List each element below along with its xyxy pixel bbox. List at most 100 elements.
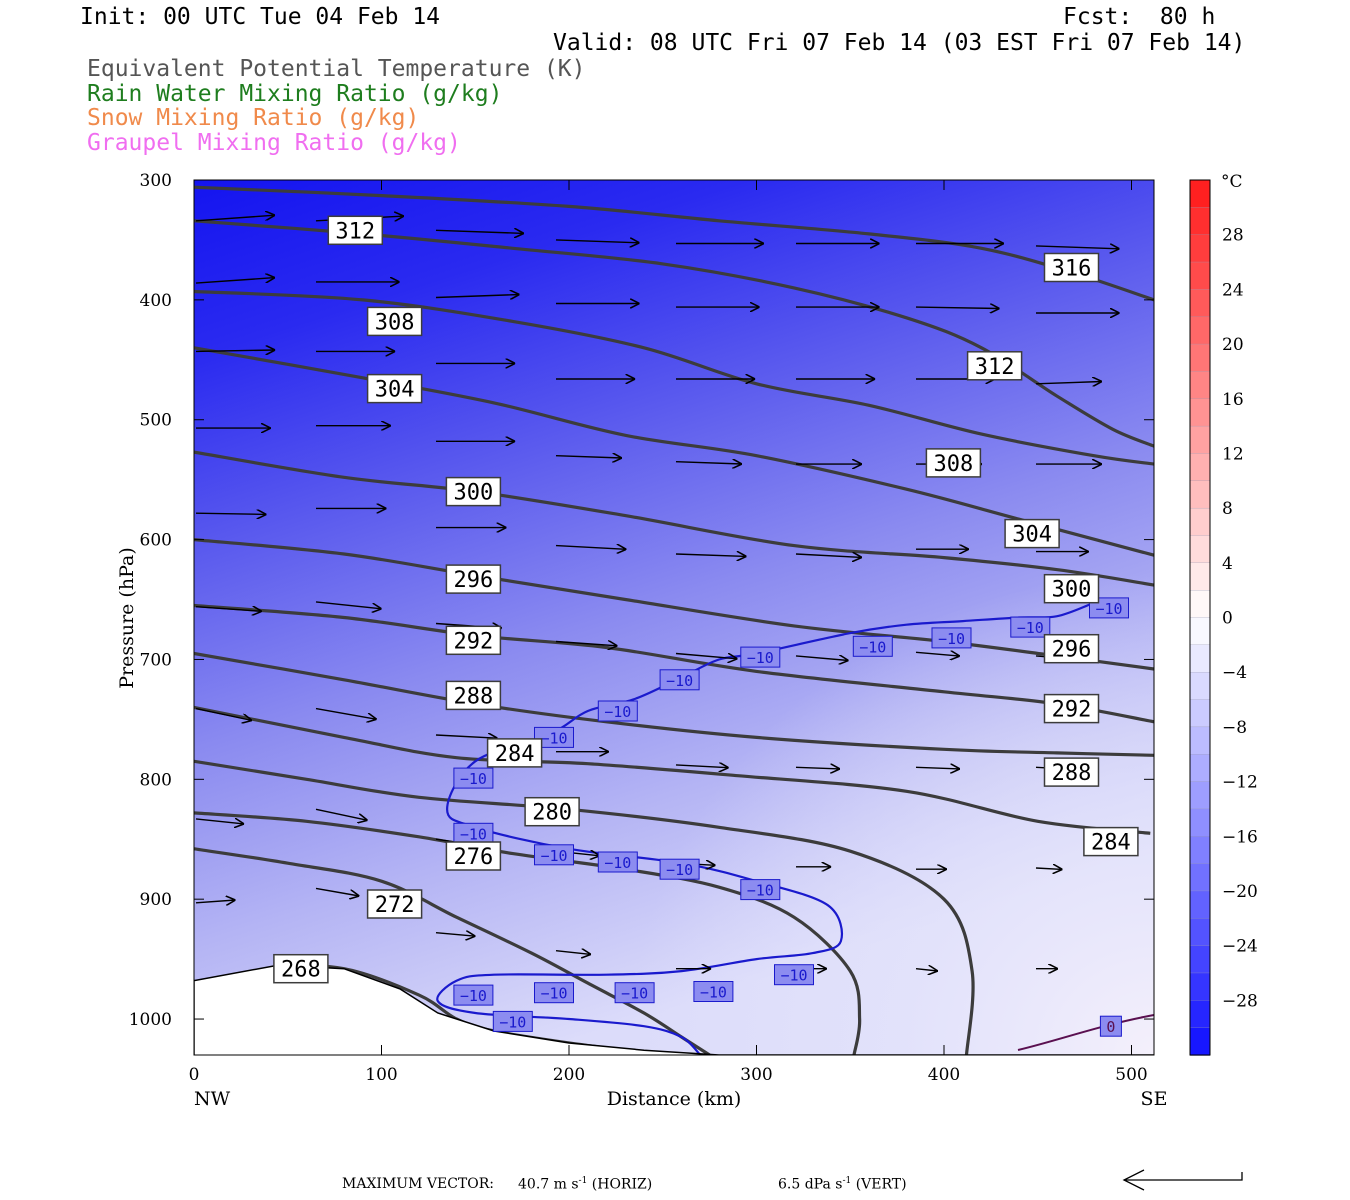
isotherm-label-box: [534, 726, 574, 748]
colorbar-tick-label: 12: [1222, 444, 1244, 464]
isotherm-label-text: −10: [1017, 619, 1044, 637]
x-tick-label: 0: [189, 1065, 200, 1085]
colorbar-tick-label: −8: [1222, 718, 1247, 738]
theta-e-label-text: 308: [934, 452, 974, 477]
colorbar-band: [1189, 289, 1211, 318]
isotherm-label: −10: [492, 1010, 533, 1032]
theta-e-label-text: 268: [281, 958, 321, 983]
wind-vector: [195, 607, 262, 612]
theta-e-contour-304: [194, 346, 1154, 557]
wind-vector: [555, 642, 617, 646]
theta-e-label: 268: [273, 953, 329, 984]
theta-e-label-box: [445, 841, 502, 871]
wind-vector: [675, 652, 737, 659]
theta-e-label: 292: [1043, 693, 1100, 724]
wind-vector: [435, 230, 524, 233]
y-tick-label: 1000: [129, 1010, 172, 1030]
colorbar-band: [1189, 507, 1211, 537]
isotherm-label-text: −10: [540, 985, 567, 1003]
x-tick-label: 400: [928, 1065, 960, 1085]
wind-vector: [315, 887, 359, 896]
wind-vector: [435, 295, 520, 298]
theta-e-label-box: [1043, 252, 1100, 283]
isotherm-label-text: −10: [621, 985, 648, 1003]
wind-vector: [1035, 382, 1102, 384]
isotherm-label-box: [659, 669, 700, 691]
theta-e-label: 316: [1043, 252, 1100, 283]
colorbar-band: [1189, 179, 1211, 209]
isotherm-label-text: −10: [938, 630, 965, 648]
isotherm-label: −10: [740, 646, 781, 668]
colorbar-band: [1189, 207, 1211, 236]
theta-e-label-box: [966, 351, 1023, 381]
y-tick-label: 800: [140, 770, 172, 790]
isotherm-label: −10: [774, 964, 814, 986]
x-axis-label: Distance (km): [607, 1088, 742, 1110]
isotherm-label: −10: [614, 982, 655, 1004]
isotherm-label-text: −10: [747, 649, 774, 667]
theta-e-label-box: [445, 564, 502, 594]
theta-e-label-text: 288: [1052, 761, 1092, 786]
theta-e-label: 300: [1043, 573, 1100, 604]
wind-vector: [315, 808, 368, 820]
theta-e-label-text: 296: [1052, 638, 1092, 663]
theta-e-label-text: 308: [375, 310, 415, 335]
theta-e-label-box: [327, 215, 384, 246]
isotherm-label-text: −10: [747, 882, 774, 900]
theta-e-label: 312: [966, 351, 1023, 381]
x-end-label-se: SE: [1141, 1088, 1168, 1110]
isotherm-label-text: −10: [604, 703, 631, 721]
theta-e-label-text: 288: [454, 684, 494, 709]
isotherm-label: −10: [534, 844, 574, 866]
theta-e-label-text: 284: [495, 742, 535, 767]
theta-e-label-box: [366, 889, 423, 919]
isotherm-label-text: −10: [780, 967, 807, 985]
colorbar-band: [1189, 425, 1211, 455]
theta-e-label: 312: [327, 215, 384, 246]
y-tick-label: 500: [140, 411, 172, 431]
colorbar-tick-label: 8: [1222, 499, 1233, 519]
theta-e-contour-312: [194, 219, 1154, 448]
theta-e-label-box: [366, 306, 423, 337]
colorbar-band: [1189, 918, 1211, 947]
wind-vector: [195, 215, 275, 222]
colorbar-tick-label: 16: [1222, 390, 1244, 410]
y-axis-label: Pressure (hPa): [116, 547, 138, 689]
theta-e-label-box: [1043, 573, 1100, 604]
colorbar-tick-label: −28: [1222, 991, 1258, 1011]
theta-e-label-text: 300: [454, 481, 494, 506]
init-time: Init: 00 UTC Tue 04 Feb 14: [80, 4, 441, 30]
theta-e-label-text: 304: [375, 378, 415, 403]
isotherm-label-text: 0: [1106, 1018, 1115, 1036]
wind-vector: [555, 240, 640, 243]
colorbar-band: [1189, 726, 1211, 755]
isotherm-label-text: −10: [700, 984, 727, 1002]
isotherm-label: −10: [659, 858, 700, 880]
theta-e-label-text: 312: [335, 219, 375, 244]
wind-vector: [195, 819, 244, 824]
colorbar-tick-label: 28: [1222, 226, 1244, 246]
wind-vector: [1035, 868, 1062, 869]
y-tick-label: 400: [140, 291, 172, 311]
isotherm-label: 0: [1099, 1015, 1122, 1037]
isotherm-label-box: [597, 851, 638, 873]
colorbar-band: [1189, 972, 1211, 1002]
theta-e-label-box: [925, 448, 982, 478]
colorbar-band: [1189, 562, 1211, 591]
colorbar-band: [1189, 863, 1211, 892]
isotherm-label-box: [534, 982, 574, 1004]
theta-e-contour-280: [194, 759, 975, 1055]
theta-e-label-box: [1004, 518, 1060, 549]
isotherm-label-box: [534, 844, 574, 866]
theta-e-label-box: [486, 738, 543, 768]
wind-vector: [555, 951, 591, 955]
theta-e-label-text: 284: [1091, 831, 1131, 856]
colorbar-band: [1189, 808, 1211, 837]
colorbar-tick-label: −4: [1222, 663, 1247, 683]
wind-vector: [195, 278, 275, 284]
wind-vector: [555, 546, 626, 550]
theta-e-label-box: [445, 625, 502, 656]
cross-section-chart: −10 −10 −10 −10 −10 −10 −10 −10 −10 −10 −10 −10 −10 −…: [116, 171, 1258, 1110]
isotherm-label: −10: [852, 635, 893, 657]
colorbar-band: [1189, 754, 1211, 783]
